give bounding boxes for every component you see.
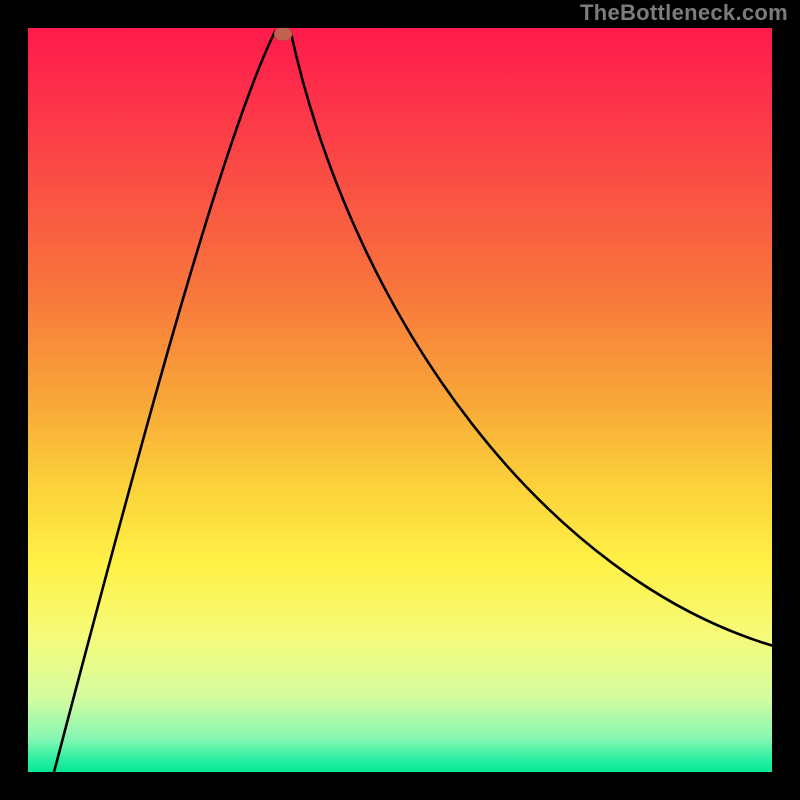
optimal-point-marker xyxy=(274,27,292,40)
chart-container: TheBottleneck.com xyxy=(0,0,800,800)
watermark-label: TheBottleneck.com xyxy=(580,0,788,26)
plot-background xyxy=(28,28,772,772)
bottleneck-chart xyxy=(0,0,800,800)
